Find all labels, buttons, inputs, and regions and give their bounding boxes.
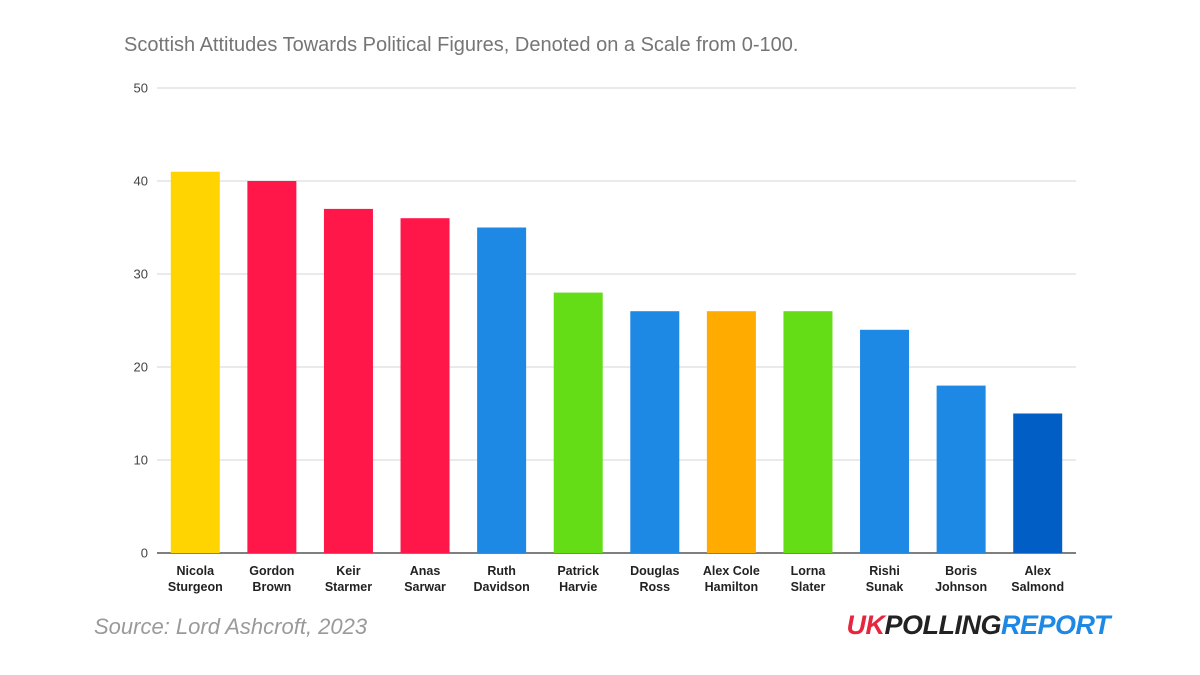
bar (1013, 413, 1063, 553)
bar (553, 292, 603, 553)
bar (936, 385, 986, 553)
y-tick-label: 50 (134, 81, 148, 96)
x-tick-label: Anas Sarwar (404, 564, 446, 594)
x-tick-label: Patrick Harvie (557, 564, 599, 594)
y-tick-label: 40 (134, 174, 148, 189)
bar (170, 171, 220, 553)
chart-title: Scottish Attitudes Towards Political Fig… (124, 34, 799, 56)
bar (706, 311, 756, 553)
category-labels: Nicola Sturgeon Gordon Brown Keir Starmer Anas… (168, 564, 1064, 594)
bar (247, 181, 297, 553)
logo-polling: POLLING (884, 610, 1001, 640)
logo-uk: UK (846, 610, 885, 640)
bar (400, 218, 450, 553)
bar (323, 208, 373, 553)
y-tick-label: 20 (134, 360, 148, 375)
bar (860, 329, 910, 553)
logo-report: REPORT (1000, 610, 1111, 640)
x-tick-label: Nicola Sturgeon (168, 564, 223, 594)
x-tick-label: Lorna Slater (791, 564, 827, 594)
y-tick-label: 0 (141, 546, 148, 561)
bar (783, 311, 833, 553)
x-tick-label: Rishi Sunak (866, 564, 904, 594)
x-tick-label: Boris Johnson (935, 564, 987, 594)
ukpollingreport-logo: UKPOLLINGREPORT (846, 610, 1110, 641)
y-tick-label: 30 (134, 267, 148, 282)
x-tick-label: Gordon Brown (249, 564, 294, 594)
x-tick-label: Alex Salmond (1011, 564, 1064, 594)
x-tick-label: Alex Cole Hamilton (703, 564, 760, 594)
bar (477, 227, 527, 553)
x-tick-label: Keir Starmer (325, 564, 372, 594)
bar (630, 311, 680, 553)
gridlines: 0 10 20 30 40 50 (134, 81, 1076, 561)
y-tick-label: 10 (134, 453, 148, 468)
source-note: Source: Lord Ashcroft, 2023 (94, 614, 368, 639)
x-tick-label: Douglas Ross (630, 564, 679, 594)
bars (170, 171, 1063, 553)
x-tick-label: Ruth Davidson (473, 564, 529, 594)
